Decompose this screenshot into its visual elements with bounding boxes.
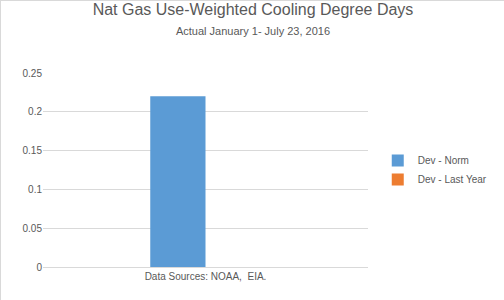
svg-text:0.1: 0.1 bbox=[28, 184, 42, 195]
svg-text:Dev - Last Year: Dev - Last Year bbox=[418, 174, 487, 185]
svg-text:0.05: 0.05 bbox=[23, 223, 43, 234]
svg-text:0: 0 bbox=[36, 262, 42, 273]
svg-text:Dev - Norm: Dev - Norm bbox=[418, 155, 469, 166]
svg-text:Nat Gas Use-Weighted Cooling D: Nat Gas Use-Weighted Cooling Degree Days… bbox=[93, 1, 414, 37]
svg-text:0.2: 0.2 bbox=[28, 106, 42, 117]
svg-text:0.25: 0.25 bbox=[23, 68, 43, 79]
svg-text:Data Sources: NOAA, EIA.: Data Sources: NOAA, EIA. bbox=[145, 271, 267, 282]
svg-text:0.15: 0.15 bbox=[23, 145, 43, 156]
